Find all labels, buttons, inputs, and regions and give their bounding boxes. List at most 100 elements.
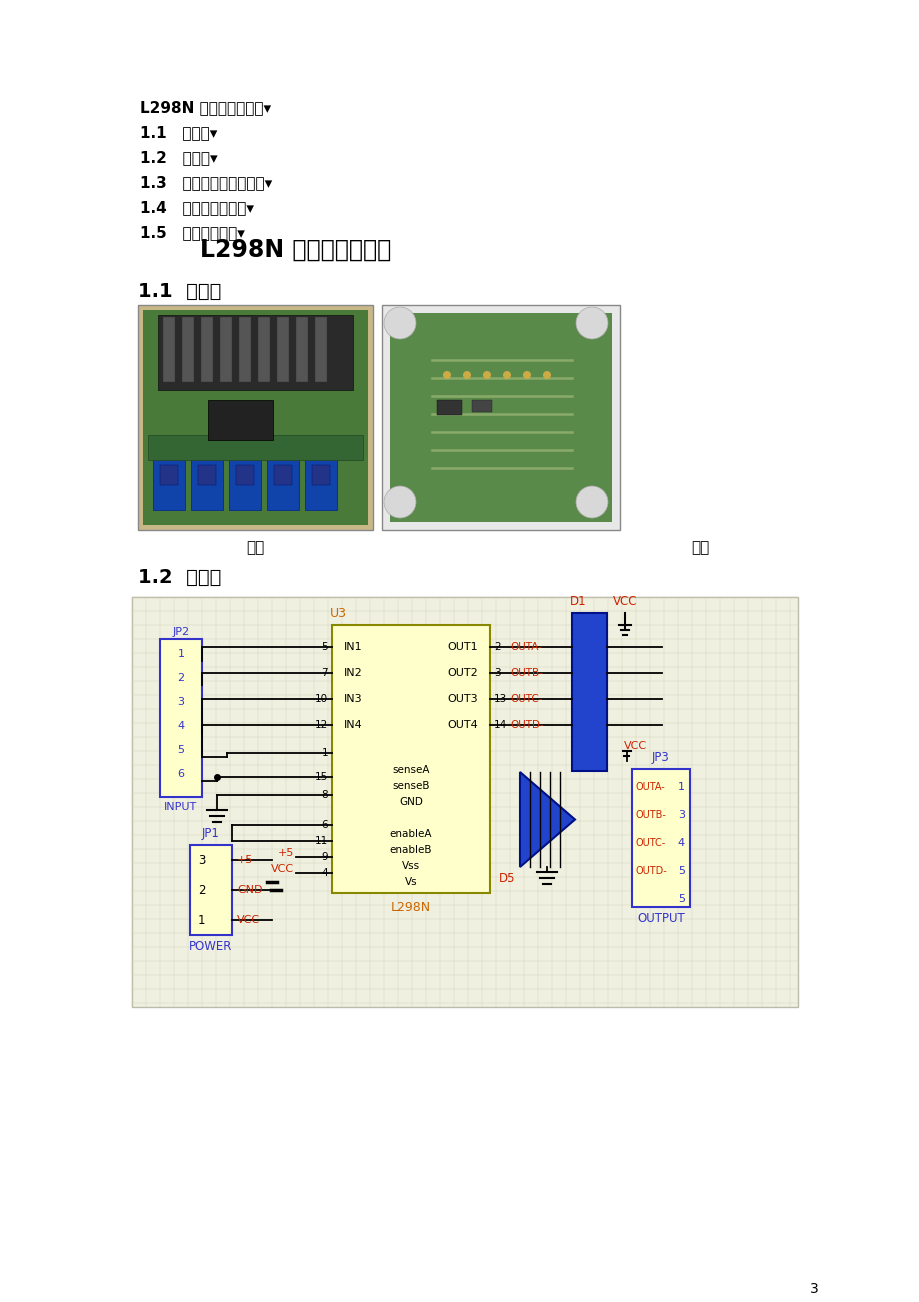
Circle shape — [482, 371, 491, 379]
Bar — [312, 465, 330, 486]
Bar — [153, 454, 185, 510]
Text: 5: 5 — [677, 866, 685, 876]
Text: 3: 3 — [494, 668, 500, 678]
Bar — [471, 400, 492, 411]
Text: Vs: Vs — [404, 878, 417, 887]
Text: INPUT: INPUT — [165, 802, 198, 812]
Text: 12: 12 — [314, 720, 328, 730]
Text: +5: +5 — [278, 848, 294, 858]
Text: 2: 2 — [177, 673, 185, 684]
Bar — [220, 316, 232, 381]
Text: OUTD-: OUTD- — [635, 866, 667, 876]
Bar — [229, 454, 261, 510]
Text: 1: 1 — [677, 783, 685, 792]
Bar — [191, 454, 222, 510]
Circle shape — [503, 371, 510, 379]
Text: JP1: JP1 — [202, 827, 220, 840]
Text: 15: 15 — [314, 772, 328, 783]
Bar — [198, 465, 216, 486]
Text: 1.1  实物图: 1.1 实物图 — [138, 283, 221, 301]
Bar — [390, 312, 611, 522]
Text: 6: 6 — [321, 820, 328, 829]
Text: 1: 1 — [321, 749, 328, 758]
Text: senseA: senseA — [391, 766, 429, 775]
Text: 2: 2 — [494, 642, 500, 652]
Text: OUTC-: OUTC- — [509, 694, 542, 704]
Text: 5: 5 — [321, 642, 328, 652]
Text: 1.1   实物图▾: 1.1 实物图▾ — [140, 125, 217, 141]
Text: OUTA-: OUTA- — [635, 783, 665, 792]
Text: 10: 10 — [314, 694, 328, 704]
Bar — [572, 613, 607, 771]
Text: VCC: VCC — [612, 595, 637, 608]
Text: OUTB-: OUTB- — [635, 810, 666, 820]
Text: IN1: IN1 — [344, 642, 362, 652]
Text: Vss: Vss — [402, 861, 420, 871]
Bar — [160, 465, 177, 486]
Circle shape — [575, 486, 607, 518]
Text: 4: 4 — [321, 868, 328, 878]
Bar — [182, 316, 194, 381]
Text: 4: 4 — [677, 838, 685, 848]
Text: +5: +5 — [237, 855, 253, 865]
Circle shape — [383, 486, 415, 518]
Bar — [277, 316, 289, 381]
Bar — [200, 316, 213, 381]
Text: POWER: POWER — [189, 940, 233, 953]
Bar — [274, 465, 291, 486]
Text: 5: 5 — [677, 894, 685, 904]
Bar — [208, 400, 273, 440]
Text: L298N 电机驱动模块图: L298N 电机驱动模块图 — [199, 238, 391, 262]
Bar — [190, 845, 232, 935]
Bar — [236, 465, 254, 486]
Text: VCC: VCC — [237, 915, 260, 924]
Polygon shape — [519, 772, 574, 867]
Text: 1.4   各种电机原理图▾: 1.4 各种电机原理图▾ — [140, 201, 254, 215]
Text: IN4: IN4 — [344, 720, 362, 730]
Bar — [305, 454, 336, 510]
Bar — [267, 454, 299, 510]
Text: JP3: JP3 — [652, 751, 669, 764]
Text: 6: 6 — [177, 769, 185, 779]
Text: 13: 13 — [494, 694, 506, 704]
Bar — [437, 400, 461, 415]
Text: 2: 2 — [198, 884, 205, 897]
Bar — [163, 316, 175, 381]
Text: 8: 8 — [321, 790, 328, 799]
Bar — [158, 315, 353, 391]
Bar — [131, 598, 797, 1006]
Bar — [332, 625, 490, 893]
Bar — [138, 305, 372, 530]
Bar — [142, 310, 368, 525]
Circle shape — [522, 371, 530, 379]
Text: GND: GND — [237, 885, 262, 894]
Text: VCC: VCC — [623, 741, 646, 751]
Circle shape — [383, 307, 415, 339]
Text: enableB: enableB — [390, 845, 432, 855]
Text: OUTA-: OUTA- — [509, 642, 541, 652]
Text: OUT2: OUT2 — [447, 668, 478, 678]
Text: 背面: 背面 — [690, 540, 709, 555]
Text: GND: GND — [399, 797, 423, 807]
Text: OUT4: OUT4 — [447, 720, 478, 730]
Text: senseB: senseB — [391, 781, 429, 792]
Text: 1.5   模块接口说明▾: 1.5 模块接口说明▾ — [140, 225, 244, 240]
Bar — [381, 305, 619, 530]
Text: OUTPUT: OUTPUT — [637, 911, 684, 924]
Text: 3: 3 — [809, 1282, 818, 1295]
Text: VCC: VCC — [270, 865, 294, 874]
Text: 1: 1 — [198, 914, 205, 927]
Circle shape — [542, 371, 550, 379]
Bar — [631, 769, 689, 907]
Bar — [160, 639, 202, 797]
Text: 1.2   原理图▾: 1.2 原理图▾ — [140, 150, 218, 165]
Circle shape — [575, 307, 607, 339]
Text: 9: 9 — [321, 852, 328, 862]
Circle shape — [462, 371, 471, 379]
Text: OUTC-: OUTC- — [635, 838, 665, 848]
Bar — [239, 316, 251, 381]
Text: L298N 电机驱动模块图▾: L298N 电机驱动模块图▾ — [140, 100, 271, 115]
Text: 11: 11 — [314, 836, 328, 846]
Text: U3: U3 — [330, 607, 346, 620]
Text: OUTD-: OUTD- — [509, 720, 543, 730]
